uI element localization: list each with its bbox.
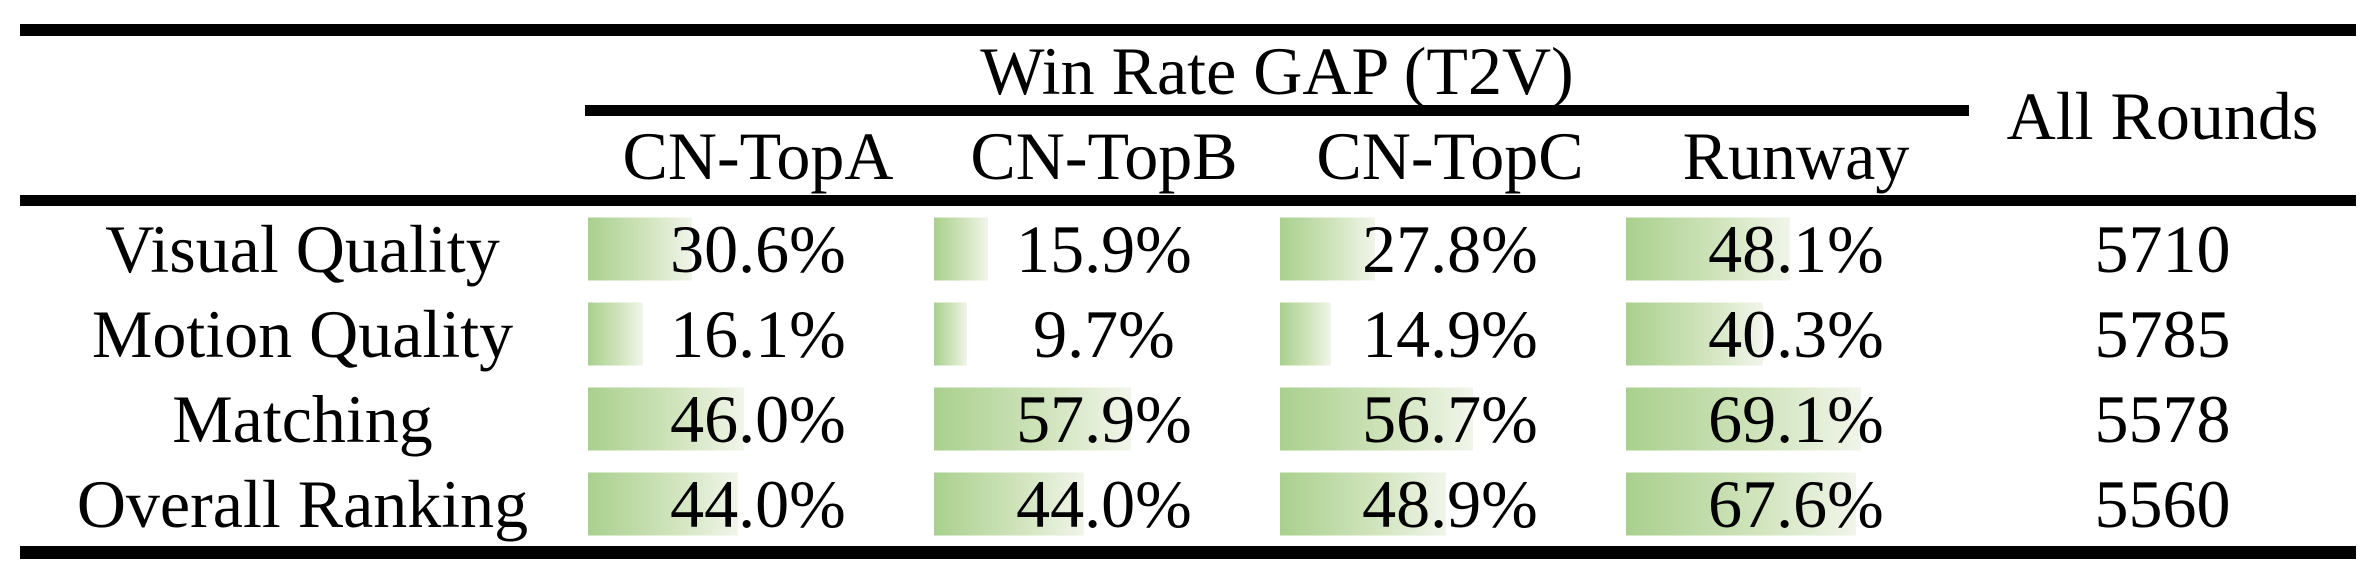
winrate-value: 48.1% (1708, 210, 1884, 287)
winrate-value: 46.0% (670, 380, 846, 457)
winrate-cell: 27.8% (1277, 206, 1623, 291)
data-bar (1626, 387, 1861, 450)
data-bar (1626, 217, 1790, 280)
winrate-value: 69.1% (1708, 380, 1884, 457)
group-header-win-rate-gap: Win Rate GAP (T2V) (585, 36, 1969, 116)
data-bar (934, 217, 989, 280)
data-bar (588, 302, 643, 365)
data-bar (1280, 387, 1473, 450)
winrate-value: 30.6% (670, 210, 846, 287)
header-body-rule (20, 195, 2356, 206)
data-bar (1280, 217, 1375, 280)
winrate-cell: 44.0% (585, 461, 931, 546)
winrate-value: 9.7% (1033, 295, 1175, 372)
winrate-cell: 14.9% (1277, 291, 1623, 376)
winrate-value: 15.9% (1016, 210, 1192, 287)
row-label: Matching (172, 380, 433, 457)
winrate-value: 27.8% (1362, 210, 1538, 287)
winrate-cell: 56.7% (1277, 376, 1623, 461)
all-rounds-value: 5578 (2094, 380, 2231, 457)
all-rounds-value: 5710 (2094, 210, 2231, 287)
column-header-cn-topc: CN-TopC (1277, 116, 1623, 195)
winrate-cell: 57.9% (931, 376, 1277, 461)
data-bar (934, 387, 1131, 450)
column-header-cn-topa: CN-TopA (585, 116, 931, 195)
data-bar (934, 472, 1084, 535)
all-rounds-header-label: All Rounds (2006, 77, 2319, 154)
results-table: Win Rate GAP (T2V) All Rounds CN-TopA CN… (20, 24, 2356, 559)
row-label-matching: Matching (20, 376, 585, 461)
winrate-value: 57.9% (1016, 380, 1192, 457)
row-label: Visual Quality (105, 210, 500, 287)
column-header-label: CN-TopB (970, 117, 1238, 194)
all-rounds-cell: 5785 (1969, 291, 2356, 376)
data-bar (1280, 302, 1331, 365)
column-header-label: CN-TopC (1316, 117, 1584, 194)
winrate-cell: 67.6% (1623, 461, 1969, 546)
group-header-label: Win Rate GAP (T2V) (980, 32, 1574, 109)
column-header-cn-topb: CN-TopB (931, 116, 1277, 195)
row-label: Overall Ranking (76, 465, 529, 542)
winrate-cell: 48.1% (1623, 206, 1969, 291)
winrate-cell: 30.6% (585, 206, 931, 291)
data-bar (588, 217, 693, 280)
winrate-value: 44.0% (1016, 465, 1192, 542)
column-header-label: Runway (1682, 117, 1910, 194)
winrate-value: 14.9% (1362, 295, 1538, 372)
winrate-value: 48.9% (1362, 465, 1538, 542)
column-header-runway: Runway (1623, 116, 1969, 195)
winrate-cell: 15.9% (931, 206, 1277, 291)
data-bar (588, 387, 745, 450)
winrate-cell: 69.1% (1623, 376, 1969, 461)
all-rounds-value: 5785 (2094, 295, 2231, 372)
all-rounds-cell: 5560 (1969, 461, 2356, 546)
winrate-cell: 48.9% (1277, 461, 1623, 546)
data-bar (588, 472, 738, 535)
row-label-motion-quality: Motion Quality (20, 291, 585, 376)
table-body: Visual Quality 30.6% 15.9% 27.8% 48.1% 5… (20, 206, 2356, 546)
winrate-value: 56.7% (1362, 380, 1538, 457)
row-label: Motion Quality (91, 295, 514, 372)
winrate-cell: 40.3% (1623, 291, 1969, 376)
column-header-label: CN-TopA (622, 117, 894, 194)
winrate-cell: 16.1% (585, 291, 931, 376)
all-rounds-value: 5560 (2094, 465, 2231, 542)
table-header: Win Rate GAP (T2V) All Rounds CN-TopA CN… (20, 36, 2356, 195)
data-bar (1280, 472, 1447, 535)
row-label-overall-ranking: Overall Ranking (20, 461, 585, 546)
header-spacer (20, 36, 585, 195)
winrate-cell: 46.0% (585, 376, 931, 461)
data-bar (1626, 472, 1856, 535)
column-header-all-rounds: All Rounds (1969, 36, 2356, 195)
winrate-value: 40.3% (1708, 295, 1884, 372)
data-bar (934, 302, 967, 365)
data-bar (1626, 302, 1764, 365)
winrate-cell: 9.7% (931, 291, 1277, 376)
winrate-value: 16.1% (670, 295, 846, 372)
row-label-visual-quality: Visual Quality (20, 206, 585, 291)
winrate-value: 67.6% (1708, 465, 1884, 542)
table-top-rule (20, 24, 2356, 36)
winrate-value: 44.0% (670, 465, 846, 542)
table-bottom-rule (20, 546, 2356, 559)
winrate-cell: 44.0% (931, 461, 1277, 546)
all-rounds-cell: 5578 (1969, 376, 2356, 461)
all-rounds-cell: 5710 (1969, 206, 2356, 291)
